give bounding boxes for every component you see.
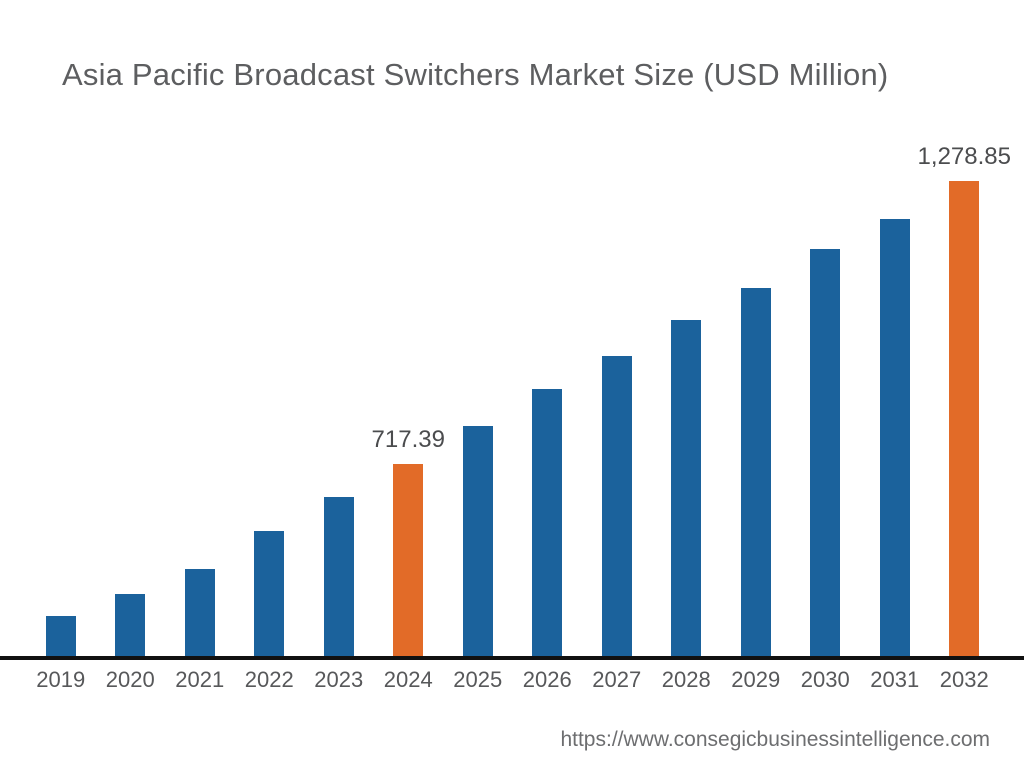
bar-2024 [393,464,424,656]
bar-2020 [115,594,146,656]
bar-slot-2025 [443,426,513,656]
bar-2021 [184,569,215,656]
data-label-2024: 717.39 [371,426,445,453]
bar-slot-2027 [582,356,652,656]
x-tick-2019: 2019 [36,667,86,692]
x-tick-2032: 2032 [939,667,989,692]
x-tick-2031: 2031 [870,667,920,692]
x-tick-2026: 2026 [522,667,572,692]
bar-2029 [740,288,771,656]
x-tick-2022: 2022 [244,667,294,692]
x-tick-2023: 2023 [314,667,364,692]
bar-slot-2024: 717.39 [371,426,445,656]
bar-2023 [323,497,354,656]
x-tick-2027: 2027 [592,667,642,692]
bar-2030 [810,249,841,656]
bar-slot-2022 [235,531,305,656]
bar-2031 [879,219,910,656]
x-tick-2029: 2029 [731,667,781,692]
x-tick-2020: 2020 [105,667,155,692]
x-axis-line [0,656,1024,660]
bar-slot-2026 [513,389,583,656]
x-tick-2028: 2028 [661,667,711,692]
bar-slot-2030 [791,249,861,656]
bar-2019 [45,616,76,656]
bar-2025 [462,426,493,656]
bar-slot-2023 [304,497,374,656]
bar-2027 [601,356,632,656]
bar-plot-area: 717.39 1,278.85 [26,56,1011,656]
bar-2026 [532,389,563,656]
chart-title: Asia Pacific Broadcast Switchers Market … [62,57,889,92]
bar-slot-2032: 1,278.85 [918,143,1011,656]
bar-slot-2019 [26,616,96,656]
data-label-2032: 1,278.85 [917,143,1011,170]
bar-slot-2021 [165,569,235,656]
bar-slot-2029 [721,288,791,656]
x-tick-2025: 2025 [453,667,503,692]
bar-slot-2020 [96,594,166,656]
source-url: https://www.consegicbusinessintelligence… [560,728,990,751]
bar-2022 [254,531,285,656]
bar-2028 [671,320,702,656]
x-tick-2021: 2021 [175,667,225,692]
x-tick-2030: 2030 [800,667,850,692]
bar-slot-2031 [860,219,930,656]
bar-slot-2028 [652,320,722,656]
x-tick-2024: 2024 [383,667,433,692]
x-axis-labels: 2019 2020 2021 2022 2023 2024 2025 2026 2027 2028… [26,667,999,693]
bar-2032 [949,181,980,656]
